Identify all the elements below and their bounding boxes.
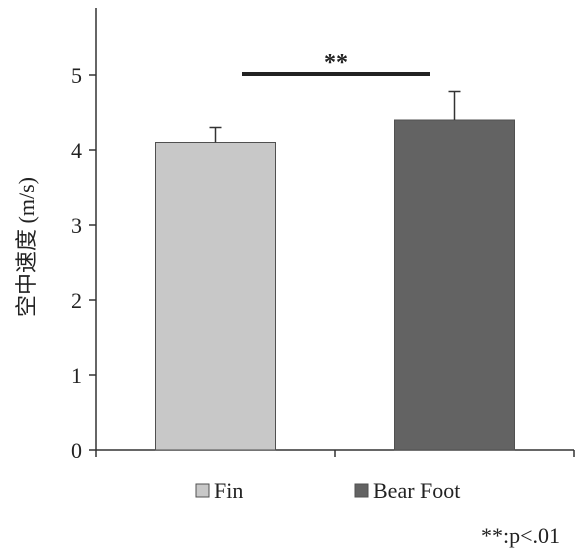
y-tick-label: 4 [71,138,82,163]
error-bars [209,90,461,143]
significance-label: ** [324,50,348,76]
legend: Fin Bear Foot [195,478,460,503]
significance-marker: ** [242,50,430,76]
bar-fin [155,142,276,451]
y-tick-label: 2 [71,288,82,313]
x-axis [95,449,575,457]
significance-note: **:p<.01 [481,523,560,548]
y-axis-label: 空中速度 (m/s) [14,177,39,317]
y-tick-label: 1 [71,363,82,388]
y-axis: 0 1 2 3 4 5 [71,8,97,463]
legend-label: Fin [214,478,243,503]
y-tick-label: 0 [71,438,82,463]
y-tick-label: 3 [71,213,82,238]
y-tick-label: 5 [71,63,82,88]
legend-swatch [195,483,210,498]
legend-label: Bear Foot [373,478,460,503]
bars [155,119,515,451]
legend-swatch [354,483,369,498]
bar-bear-foot [394,119,515,451]
